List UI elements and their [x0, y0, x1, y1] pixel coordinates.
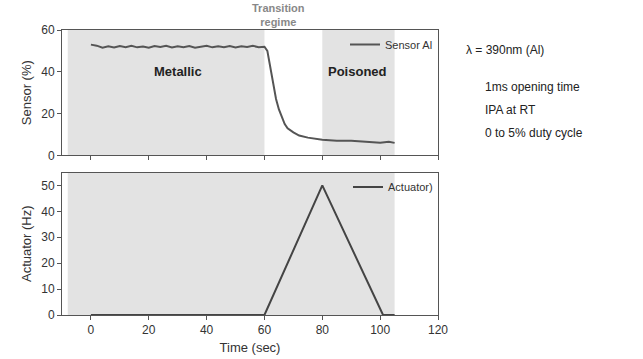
- svg-text:1ms opening time: 1ms opening time: [485, 80, 580, 94]
- svg-text:20: 20: [41, 256, 55, 270]
- svg-text:Transitionregime: Transitionregime: [252, 2, 305, 28]
- svg-text:20: 20: [41, 107, 55, 121]
- svg-text:10: 10: [41, 282, 55, 296]
- svg-text:30: 30: [41, 230, 55, 244]
- svg-text:120: 120: [428, 323, 448, 337]
- svg-text:Actuator): Actuator): [388, 181, 433, 193]
- svg-text:80: 80: [316, 323, 330, 337]
- svg-text:20: 20: [142, 323, 156, 337]
- svg-text:100: 100: [370, 323, 390, 337]
- svg-text:50: 50: [41, 179, 55, 193]
- svg-text:40: 40: [200, 323, 214, 337]
- svg-text:60: 60: [258, 323, 272, 337]
- svg-text:40: 40: [41, 205, 55, 219]
- svg-text:Sensor (%): Sensor (%): [19, 60, 34, 125]
- svg-text:0: 0: [48, 149, 55, 163]
- svg-text:Poisoned: Poisoned: [328, 64, 387, 79]
- svg-text:0 to 5% duty cycle: 0 to 5% duty cycle: [485, 126, 583, 140]
- svg-text:Time (sec): Time (sec): [220, 340, 281, 355]
- svg-text:60: 60: [41, 23, 55, 37]
- svg-text:40: 40: [41, 65, 55, 79]
- svg-text:Sensor Al: Sensor Al: [385, 39, 432, 51]
- svg-text:IPA at RT: IPA at RT: [485, 103, 536, 117]
- svg-text:0: 0: [88, 323, 95, 337]
- svg-text:Actuator (Hz): Actuator (Hz): [19, 205, 34, 282]
- svg-text:0: 0: [48, 308, 55, 322]
- svg-text:Metallic: Metallic: [154, 64, 202, 79]
- svg-text:λ = 390nm (Al): λ = 390nm (Al): [466, 43, 544, 57]
